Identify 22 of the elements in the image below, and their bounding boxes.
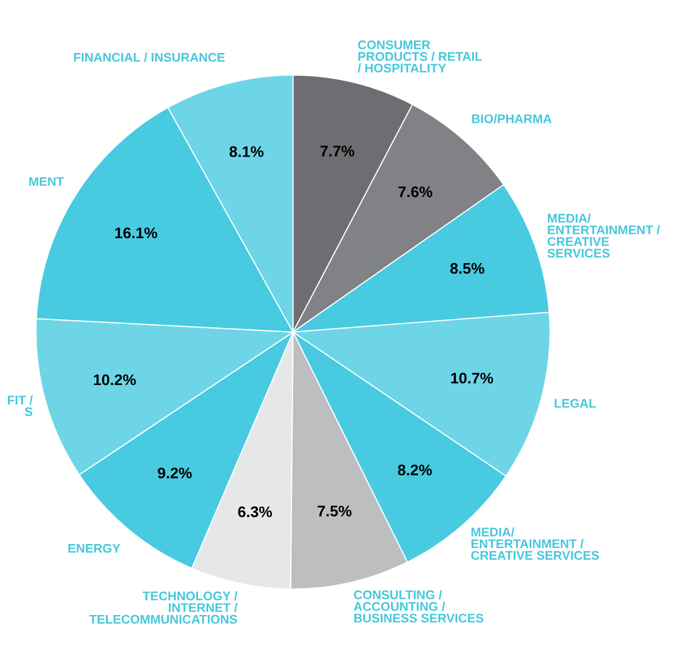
data-label: 8.5% bbox=[450, 262, 484, 274]
data-label: 7.7% bbox=[320, 146, 354, 156]
slice-label: MEDIA/ ENTERTAINMENT / CREATIVE SERVICES bbox=[471, 527, 599, 560]
data-label: 10.2% bbox=[94, 374, 136, 386]
data-label: 8.2% bbox=[398, 464, 432, 476]
slice-label: CONSULTING / ACCOUNTING / BUSINESS SERVICES bbox=[354, 590, 484, 623]
slice-label: FIT / S bbox=[8, 395, 33, 416]
slice-label: ENERGY bbox=[68, 544, 120, 553]
slice-label: FINANCIAL / INSURANCE bbox=[74, 52, 225, 62]
data-label: 7.5% bbox=[318, 506, 352, 516]
slice-label: TECHNOLOGY / INTERNET / TELECOMMUNICATIONS bbox=[89, 591, 238, 624]
data-label: 9.2% bbox=[158, 468, 192, 478]
data-label: 16.1% bbox=[115, 227, 158, 238]
data-label: 8.1% bbox=[230, 146, 264, 158]
slice-label: BIO/PHARMA bbox=[472, 114, 552, 124]
slice-label: LEGAL bbox=[554, 398, 596, 408]
data-label: 6.3% bbox=[238, 506, 272, 518]
slice-label: MEDIA/ ENTERTAINMENT / CREATIVE SERVICES bbox=[547, 213, 660, 258]
slice-label: MENT bbox=[29, 177, 64, 186]
data-label: 7.6% bbox=[398, 186, 432, 198]
slice-label: CONSUMER PRODUCTS / RETAIL / HOSPITALITY bbox=[358, 40, 482, 73]
data-label: 10.7% bbox=[451, 372, 494, 384]
